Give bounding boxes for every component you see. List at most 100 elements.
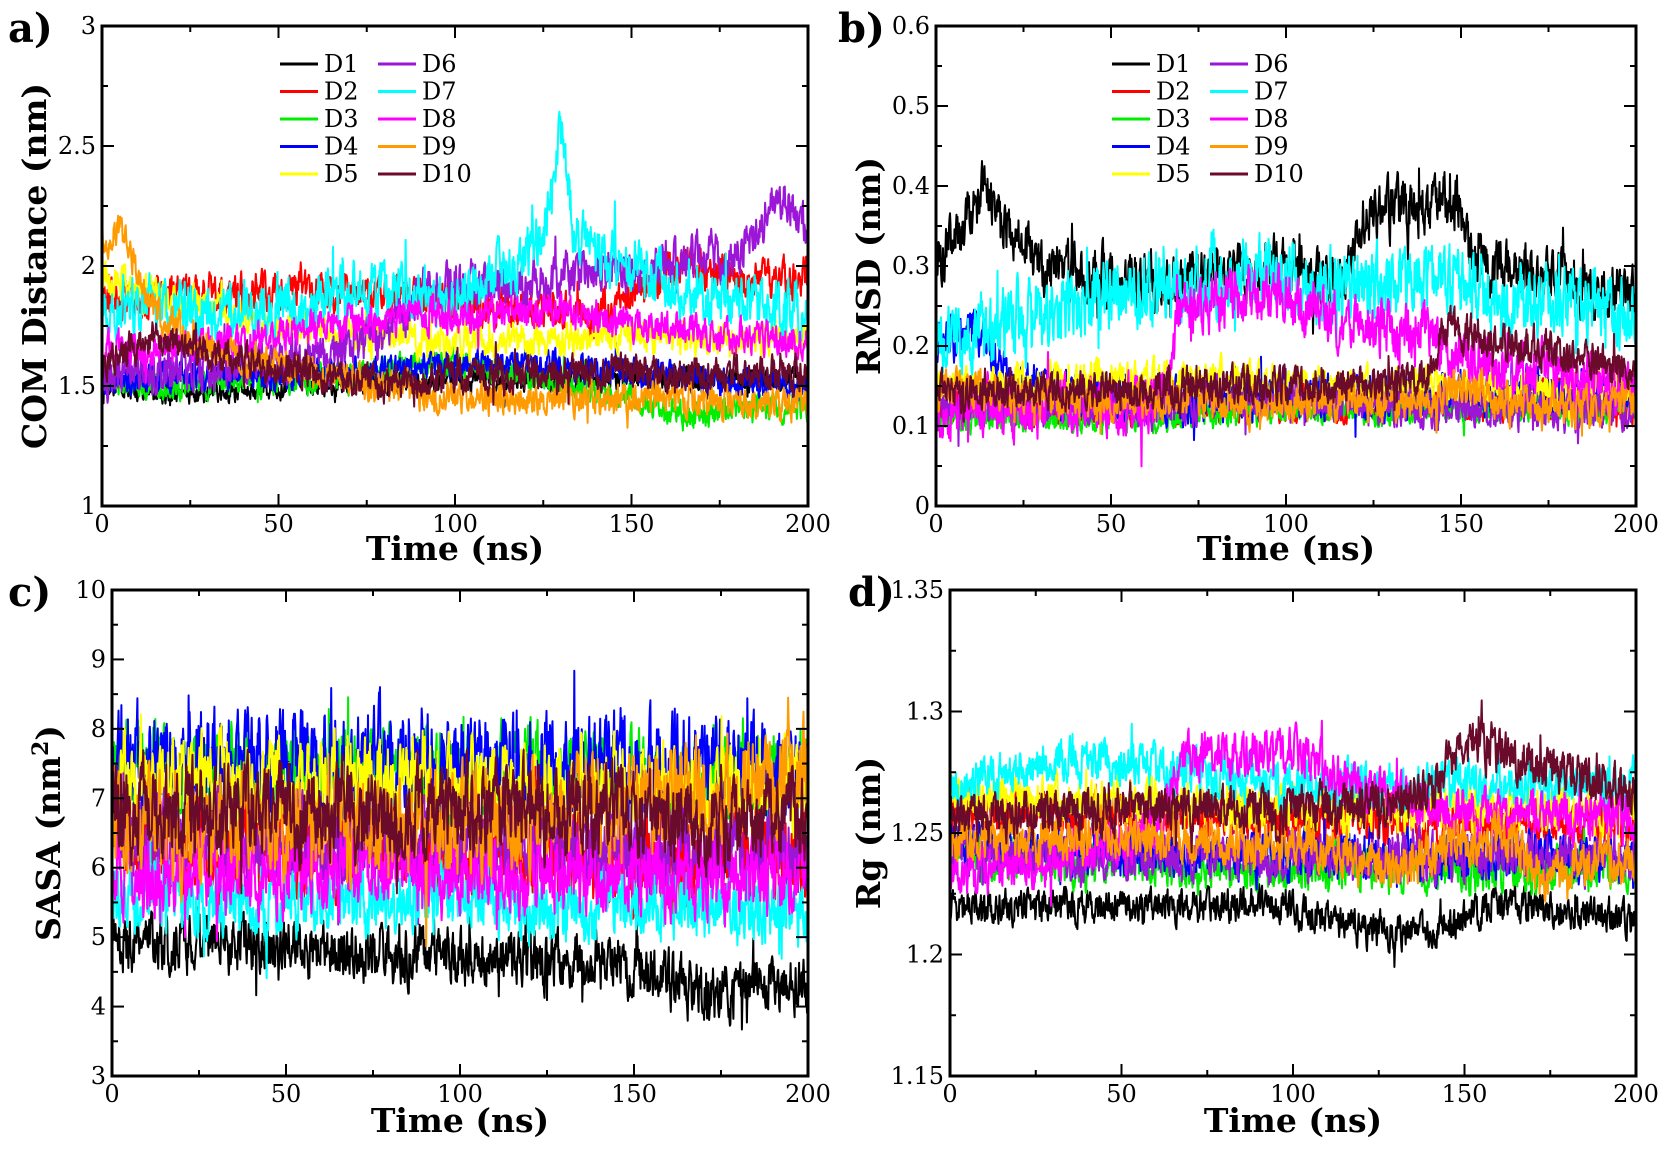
series-line-d8 [112,818,808,943]
y-tick-label: 1.3 [906,698,944,726]
x-tick-label: 200 [785,1080,831,1108]
y-tick-label: 0.2 [892,332,930,360]
x-tick-label: 0 [94,510,109,538]
legend-label-d8: D8 [1254,105,1289,133]
x-tick-label: 0 [942,1080,957,1108]
y-tick-label: 0.3 [892,252,930,280]
y-tick-label: 1.25 [891,819,944,847]
panel-c: 0 50 100 150 200 3 4 5 6 7 8 9 10 Time (ns) SASA (nm2)… [8,569,831,1140]
y-tick-label: 0.5 [892,92,930,120]
series-line-d9 [950,804,1636,903]
legend-label-d5: D5 [324,160,359,188]
x-tick-label: 200 [785,510,831,538]
y-tick-label: 1.5 [58,372,96,400]
series-line-d6 [102,185,808,404]
series-line-d10 [950,699,1636,854]
x-tick-label: 100 [1270,1080,1316,1108]
legend-label-d10: D10 [1254,160,1304,188]
legend-label-d1: D1 [1156,50,1191,78]
y-tick-label: 1.15 [891,1062,944,1090]
legend-label-d4: D4 [1156,133,1191,161]
y-tick-label: 9 [91,645,106,673]
series-line-d1 [950,878,1636,968]
legend-label-d4: D4 [324,133,359,161]
y-tick-label: 7 [91,784,106,812]
y-tick-label: 6 [91,854,106,882]
legend-label-d3: D3 [1156,105,1191,133]
y-tick-label: 1.35 [891,576,944,604]
x-tick-label: 100 [1263,510,1309,538]
x-tick-label: 100 [437,1080,483,1108]
series-line-d8 [102,292,808,384]
x-tick-label: 200 [1613,510,1659,538]
y-tick-label: 0.1 [892,412,930,440]
panel-d: 0 50 100 150 200 1.15 1.2 1.25 1.3 1.35 Time (ns) R… [848,569,1659,1140]
y-tick-label: 10 [75,576,106,604]
y-axis-title: COM Distance (nm) [15,83,54,449]
legend-label-d5: D5 [1156,160,1191,188]
x-tick-label: 150 [1442,1080,1488,1108]
legend-label-d2: D2 [1156,78,1191,106]
series-line-d10 [112,748,808,895]
y-tick-label: 3 [81,12,96,40]
x-tick-label: 150 [1438,510,1484,538]
series-line-d8 [950,719,1636,907]
y-axis-title: SASA (nm2) [28,725,68,941]
y-tick-label: 4 [91,993,106,1021]
series-line-d7 [950,722,1636,833]
legend-label-d6: D6 [422,50,457,78]
x-tick-label: 0 [928,510,943,538]
panel-label: b) [838,5,885,52]
x-tick-label: 150 [611,1080,657,1108]
x-tick-label: 100 [432,510,478,538]
series-group [102,110,808,432]
y-tick-label: 0.6 [892,12,930,40]
y-tick-label: 1 [81,492,96,520]
x-axis-title: Time (ns) [366,529,544,568]
legend-label-d10: D10 [422,160,472,188]
legend-label-d9: D9 [422,133,457,161]
y-tick-label: 0.4 [892,172,930,200]
y-tick-label: 0 [915,492,930,520]
panel-label: c) [8,569,51,616]
x-tick-label: 0 [104,1080,119,1108]
series-group [936,160,1636,468]
panel-label: a) [8,5,53,52]
y-axis-title: Rg (nm) [849,757,888,909]
x-tick-label: 50 [271,1080,302,1108]
y-tick-label: 8 [91,715,106,743]
series-line-d1 [112,906,808,1031]
series-line-d10 [102,321,808,408]
legend-label-d7: D7 [1254,78,1289,106]
y-tick-label: 2.5 [58,132,96,160]
x-tick-label: 50 [263,510,294,538]
series-line-d10 [936,304,1636,423]
y-tick-label: 2 [81,252,96,280]
panel-a: 0 50 100 150 200 1 1.5 2 2.5 3 Time (ns) COM Distan… [8,5,831,568]
panel-label: d) [848,569,895,616]
x-axis-title: Time (ns) [371,1101,549,1140]
y-tick-label: 3 [91,1062,106,1090]
series-group [112,669,808,1031]
x-tick-label: 200 [1613,1080,1659,1108]
y-tick-label: 1.2 [906,941,944,969]
x-tick-label: 150 [609,510,655,538]
legend-label-d8: D8 [422,105,457,133]
legend-label-d2: D2 [324,78,359,106]
x-axis-title: Time (ns) [1197,529,1375,568]
panel-b: 0 50 100 150 200 0 0.1 0.2 0.3 0.4 0.5 0.6 Time (ns)… [838,5,1659,568]
x-axis-title: Time (ns) [1204,1101,1382,1140]
x-tick-label: 50 [1096,510,1127,538]
series-group [950,699,1636,968]
legend-label-d7: D7 [422,78,457,106]
x-tick-label: 50 [1106,1080,1137,1108]
legend-label-d1: D1 [324,50,359,78]
legend-label-d3: D3 [324,105,359,133]
y-tick-label: 5 [91,923,106,951]
legend-label-d6: D6 [1254,50,1289,78]
legend-label-d9: D9 [1254,133,1289,161]
y-axis-title: RMSD (nm) [849,157,888,375]
